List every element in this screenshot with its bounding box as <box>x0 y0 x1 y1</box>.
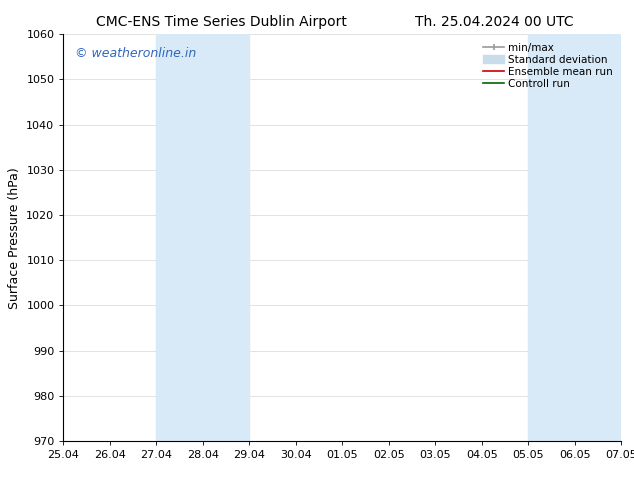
Text: Th. 25.04.2024 00 UTC: Th. 25.04.2024 00 UTC <box>415 15 574 29</box>
Legend: min/max, Standard deviation, Ensemble mean run, Controll run: min/max, Standard deviation, Ensemble me… <box>480 40 616 92</box>
Text: © weatheronline.in: © weatheronline.in <box>75 47 196 59</box>
Text: CMC-ENS Time Series Dublin Airport: CMC-ENS Time Series Dublin Airport <box>96 15 347 29</box>
Bar <box>157 34 249 441</box>
Y-axis label: Surface Pressure (hPa): Surface Pressure (hPa) <box>8 167 21 309</box>
Bar <box>528 34 621 441</box>
